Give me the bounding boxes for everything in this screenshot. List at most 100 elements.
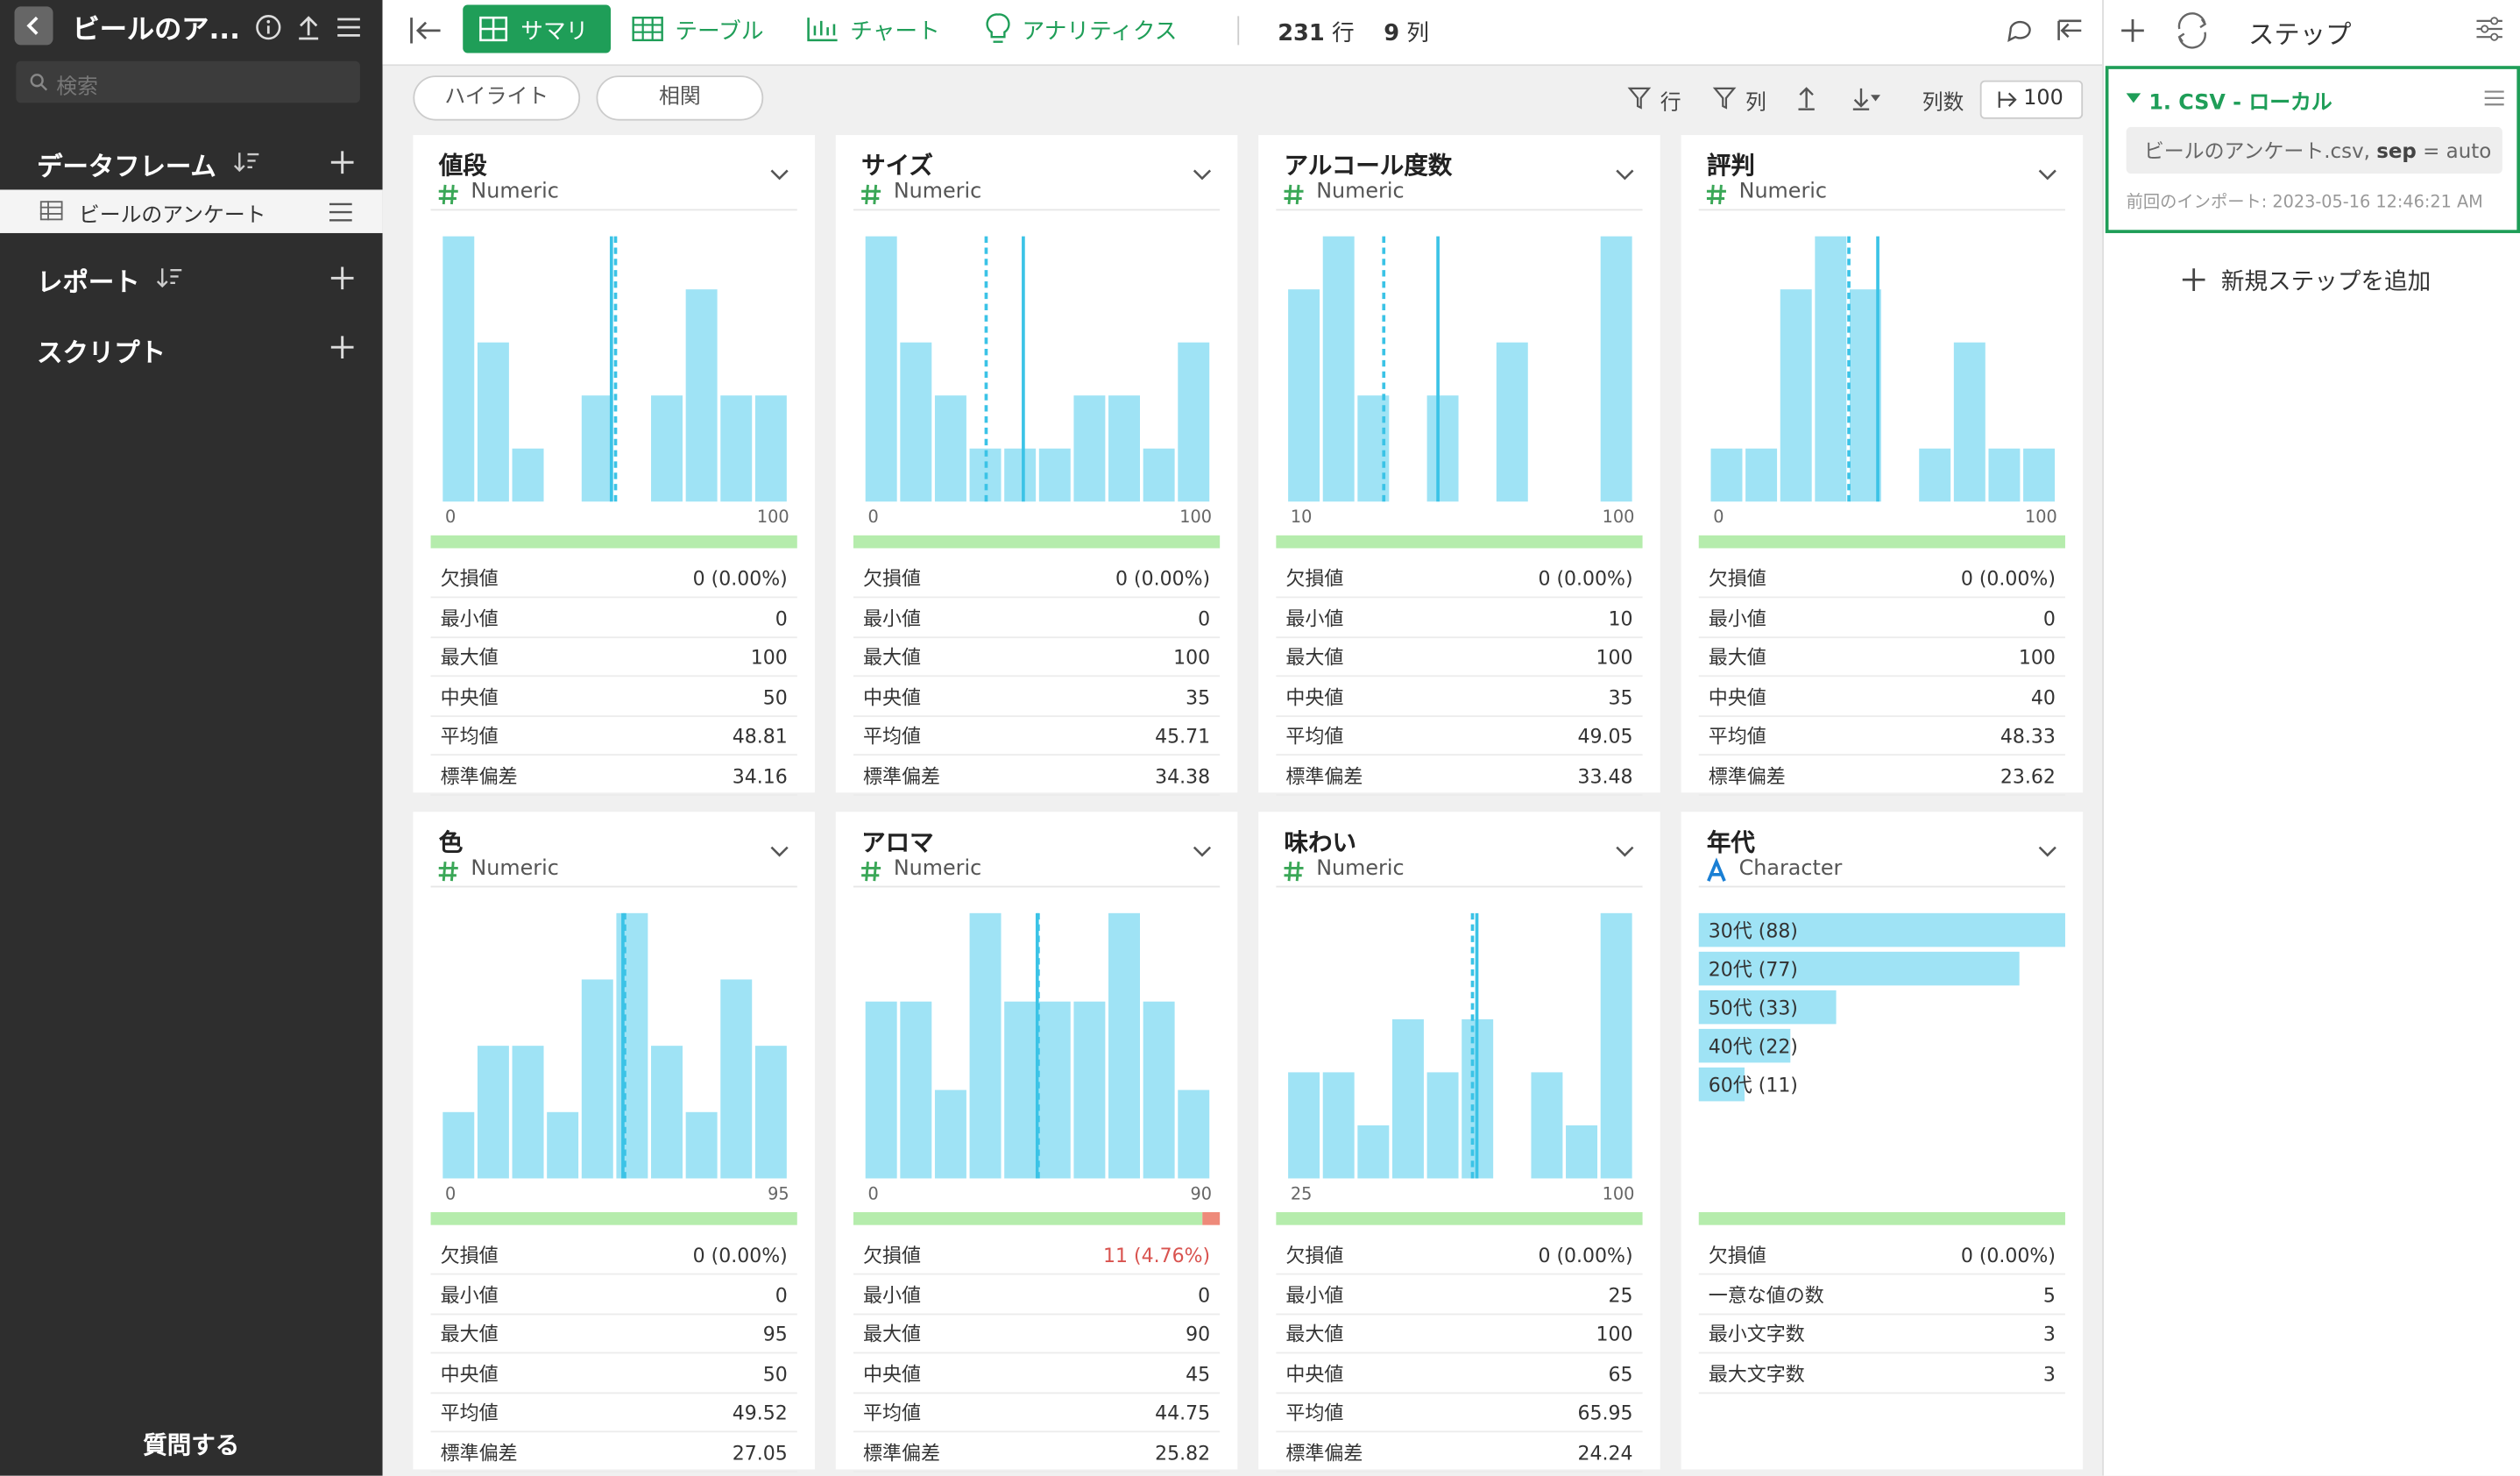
row-filter[interactable]: 行 [1660,91,1681,117]
section-icons[interactable] [156,266,364,290]
histogram-bar [1426,1072,1459,1179]
stat-value: 45 [1186,1363,1211,1386]
step-card[interactable]: 1. CSV - ローカル ビールのアンケート.csv, sep = auto … [2105,66,2520,233]
stat-row: 平均値 48.33 [1698,716,2065,756]
stat-value: 0 (0.00%) [692,567,788,591]
section-label[interactable]: データフレーム [37,151,216,182]
stat-label: 最大値 [1285,646,1344,670]
stat-row: 最小値 0 [430,1274,797,1315]
type-icon [1284,184,1304,205]
col-count: 9 列 [1384,20,1429,47]
histogram-bar [512,1046,544,1179]
category-label: 50代 (33) [1709,997,1798,1019]
step-timestamp: 前回のインポート: 2023-05-16 12:46:21 AM [2126,193,2483,213]
column-card: アルコール度数 Numeric 10 100 欠損値 0 (0.00%) 最小値 10 最大値 1… [1258,135,1660,796]
stat-label: 欠損値 [1708,1244,1766,1267]
settings-icon[interactable] [2476,16,2502,41]
stat-value: 35 [1608,685,1633,709]
stat-value: 23.62 [2000,765,2056,788]
histogram-bar [1531,1072,1563,1179]
stat-value: 33.48 [1577,765,1633,788]
stat-row: 一意な値の数 5 [1698,1274,2065,1315]
chevron[interactable] [770,846,789,859]
add-icon[interactable] [330,336,354,359]
histogram-bar [581,979,613,1179]
filter-pill[interactable]: 相関 [596,75,764,121]
chevron[interactable] [1615,169,1634,182]
header-icons[interactable] [254,13,366,42]
search-box[interactable]: 検索 [16,60,360,103]
stat-label: 平均値 [1285,725,1344,749]
section-label[interactable]: スクリプト [37,337,166,369]
section-label[interactable]: レポート [37,266,140,298]
collapse-icon[interactable] [410,16,442,45]
category-label: 60代 (11) [1709,1075,1798,1096]
add-step[interactable]: 新規ステップを追加 [2220,270,2432,296]
histogram-bar [477,342,509,502]
stat-row: 中央値 35 [853,677,1221,717]
column-card: 味わい Numeric 25 100 欠損値 0 (0.00%) 最小値 25 最大値 100 中央… [1258,812,1660,1473]
histogram-bar [1780,289,1812,502]
stat-value: 48.81 [732,725,788,749]
stat-label: 欠損値 [440,567,499,591]
stat-label: 最大値 [862,1323,922,1346]
stat-row: 平均値 49.52 [430,1393,797,1433]
histogram-bar [1357,1125,1390,1179]
chevron[interactable] [2038,846,2057,859]
tab-label[interactable]: チャート [850,19,940,46]
stat-value: 100 [2018,646,2056,670]
stat-row: 最小文字数 3 [1698,1314,2065,1354]
axis-min: 0 [867,1183,878,1203]
dataframe-item[interactable]: ビールのアンケート [0,189,383,233]
tab-label[interactable]: アナリティクス [1022,19,1178,46]
chart: 0 100 [430,236,797,549]
stat-value: 0 (0.00%) [1115,567,1211,591]
stat-row: 標準偏差 33.48 [1276,756,1643,796]
type-icon [1284,862,1304,882]
column-card: 年代 Character 30代 (88) 20代 (77) 50代 (33) 40代 (… [1681,812,2084,1470]
stat-row: 平均値 65.95 [1276,1393,1643,1433]
histogram-bar [1391,1018,1424,1179]
back-button[interactable] [14,6,53,46]
axis-min: 0 [1713,507,1724,527]
toolbar-icons[interactable] [2006,16,2086,45]
chevron[interactable] [1193,169,1212,182]
step-icons[interactable] [2121,12,2218,49]
axis-max: 100 [757,507,789,527]
stat-value: 25 [1608,1283,1633,1307]
col-count-input[interactable]: 100 [1979,80,2084,119]
histogram-bar [1178,342,1210,502]
section-icons[interactable] [233,151,364,174]
tab-label[interactable]: テーブル [675,19,764,46]
column-name: 年代 [1706,827,1755,857]
filter-pill[interactable]: ハイライト [413,75,581,121]
histogram-bar [934,395,966,502]
histogram-bar [1953,342,1986,502]
main: サマリ テーブル チャート アナリティクス 231 行 9 列 ハイライト 相関… [382,0,2103,1476]
stat-label: 最大文字数 [1708,1363,1805,1386]
chevron[interactable] [1615,846,1634,859]
steps-panel: ステップ 1. CSV - ローカル ビールのアンケート.csv, sep = … [2102,0,2520,1476]
stat-label: 平均値 [862,1402,922,1425]
sort-icons[interactable] [1797,85,1881,110]
stat-label: 欠損値 [1285,567,1344,591]
histogram-bar [1600,236,1632,502]
col-filter[interactable]: 列 [1745,91,1766,117]
stat-label: 標準偏差 [862,1442,941,1465]
category-bar [1698,951,2020,986]
stat-label: 標準偏差 [1708,765,1786,788]
column-name: アロマ [861,827,934,857]
chevron[interactable] [1193,846,1212,859]
histogram-bar [720,979,753,1179]
stat-value: 100 [1173,646,1211,670]
stat-value: 24.24 [1577,1442,1633,1465]
tab-summary[interactable]: サマリ [463,4,611,53]
stat-value: 0 (0.00%) [1538,1244,1633,1267]
stat-label: 欠損値 [1285,1244,1344,1267]
ask-button[interactable]: 質問する [143,1430,240,1460]
stat-value: 100 [1596,646,1633,670]
chevron[interactable] [2038,169,2057,182]
stat-label: 最小値 [440,1283,499,1307]
histogram-bar [754,395,787,502]
chevron[interactable] [770,169,789,182]
